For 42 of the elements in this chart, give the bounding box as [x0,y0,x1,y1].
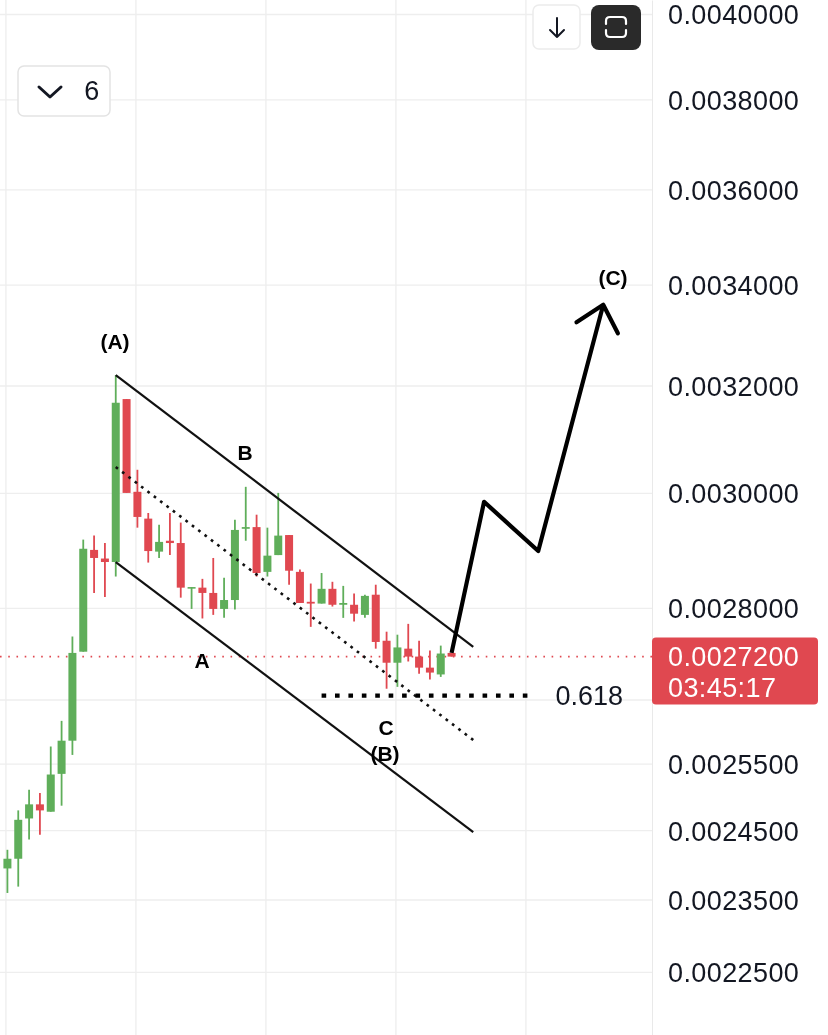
candlestick [350,592,359,623]
y-tick-label: 0.0040000 [668,0,800,31]
candlestick [3,848,12,894]
y-tick-label: 0.0025500 [668,749,800,780]
annotation: (B) [370,742,400,766]
ref-line-label: 0.0027200 [668,642,800,673]
candlestick [360,593,369,619]
candlestick [436,644,445,678]
annotation: 6 [84,76,100,107]
y-tick-label: 0.0028000 [668,594,800,625]
y-tick-label: 0.0036000 [668,175,800,206]
annotation: (A) [100,330,130,354]
candlestick [220,576,229,619]
candlestick [339,584,348,619]
candlestick [328,580,337,608]
candlestick [198,577,207,620]
candlestick [25,788,34,841]
annotation: A [194,649,210,673]
candlestick [35,792,44,836]
y-tick-label: 0.0024500 [668,816,800,847]
annotation: B [237,441,253,465]
candlestick [90,534,99,594]
candlestick [155,523,164,559]
candlestick [393,633,402,688]
candlestick [187,586,196,610]
candlestick [382,630,391,690]
text: 03:45:17 [668,673,777,704]
candlestick [274,492,283,556]
y-tick-label: 0.0023500 [668,885,800,916]
annotation: C [378,716,394,740]
candlestick [317,572,326,605]
candlestick [241,485,250,542]
y-tick-label: 0.0032000 [668,371,800,402]
candlestick [263,526,272,578]
y-tick-label: 0.0030000 [668,479,800,510]
y-tick-label: 0.0038000 [668,85,800,116]
candlestick [209,557,218,616]
series-label: 0.618 [555,681,623,712]
candlestick [306,582,315,628]
y-tick-label: 0.0034000 [668,271,800,302]
annotation: (C) [598,266,628,290]
y-tick-label: 0.0022500 [668,958,800,989]
